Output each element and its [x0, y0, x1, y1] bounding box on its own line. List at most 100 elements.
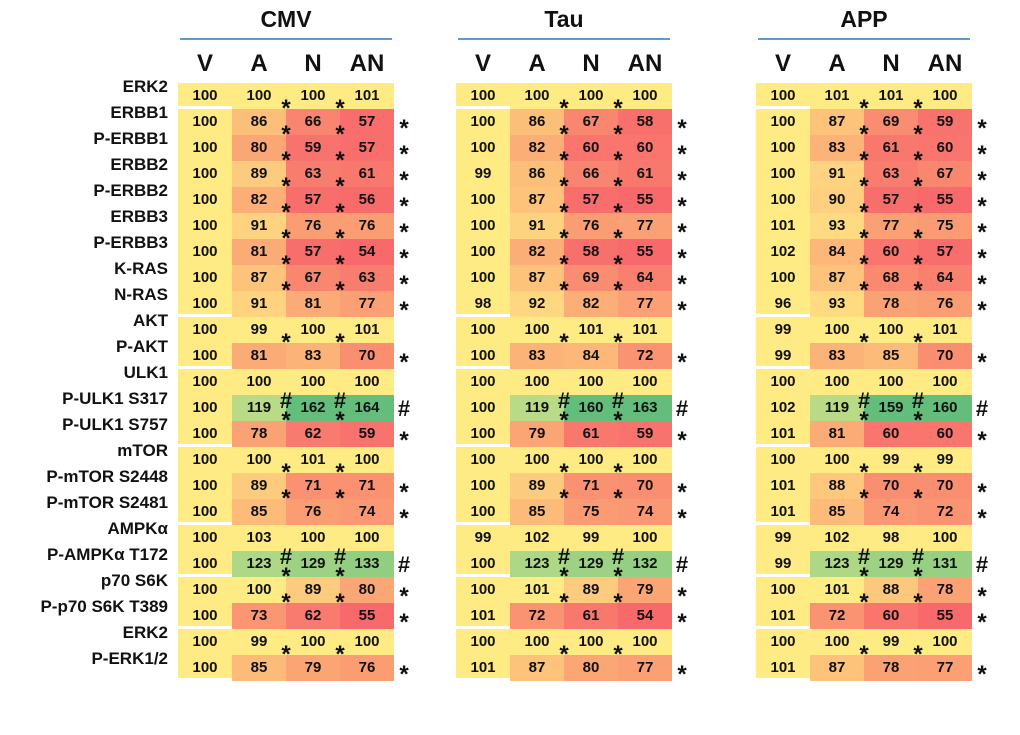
- heatmap-cell: 62: [286, 603, 340, 629]
- group-title: APP: [840, 6, 888, 32]
- hash-marker: #: [397, 552, 411, 577]
- group-rule: [458, 38, 670, 40]
- heatmap-cell: 100: [192, 425, 218, 442]
- heatmap-cell: 80: [564, 655, 618, 681]
- heatmap-cell: 70: [340, 343, 394, 369]
- asterisk-marker: *: [559, 641, 569, 668]
- asterisk-marker: *: [913, 95, 923, 122]
- heatmap-cell: 100: [564, 369, 618, 395]
- heatmap-cell: 72: [510, 603, 564, 629]
- heatmap-cell: 129: [864, 551, 918, 577]
- heatmap-cell: 100: [618, 369, 672, 395]
- asterisk-marker: *: [677, 661, 687, 688]
- asterisk-marker: *: [559, 459, 569, 486]
- heatmap-cell: 101: [770, 607, 796, 624]
- row-label: P-AMPKα T172: [47, 545, 168, 564]
- heatmap-cell: 99: [564, 525, 618, 551]
- heatmap-cell: 64: [618, 265, 672, 291]
- heatmap-cell: 100: [918, 629, 972, 655]
- asterisk-marker: *: [913, 225, 923, 252]
- asterisk-marker: *: [281, 641, 291, 668]
- row-label: P-ULK1 S317: [62, 389, 168, 408]
- asterisk-marker: *: [399, 271, 409, 298]
- asterisk-marker: *: [859, 407, 869, 434]
- row-label: P-ERBB2: [93, 181, 168, 200]
- heatmap-cell: 69: [564, 265, 618, 291]
- asterisk-marker: *: [335, 277, 345, 304]
- heatmap-cell: 89: [232, 473, 286, 499]
- asterisk-marker: *: [913, 199, 923, 226]
- heatmap-cell: 100: [470, 269, 496, 286]
- asterisk-marker: *: [677, 219, 687, 246]
- heatmap-cell: 87: [810, 655, 864, 681]
- hash-marker: #: [857, 388, 871, 413]
- asterisk-marker: *: [977, 115, 987, 142]
- heatmap-cell: 57: [340, 135, 394, 161]
- heatmap-cell: 100: [810, 317, 864, 343]
- heatmap-cell: 100: [470, 321, 496, 338]
- heatmap-cell: 57: [286, 187, 340, 213]
- heatmap-cell: 82: [564, 291, 618, 317]
- heatmap-cell: 100: [564, 83, 618, 109]
- heatmap-cell: 100: [192, 113, 218, 130]
- heatmap-cell: 100: [470, 373, 496, 390]
- asterisk-marker: *: [913, 121, 923, 148]
- asterisk-marker: *: [677, 271, 687, 298]
- heatmap-cell: 100: [618, 447, 672, 473]
- heatmap-cell: 76: [286, 213, 340, 239]
- heatmap-cell: 60: [618, 135, 672, 161]
- asterisk-marker: *: [913, 147, 923, 174]
- heatmap-cell: 100: [918, 83, 972, 109]
- asterisk-marker: *: [677, 245, 687, 272]
- row-label: AKT: [133, 311, 168, 330]
- asterisk-marker: *: [399, 193, 409, 220]
- heatmap-cell: 63: [286, 161, 340, 187]
- heatmap-cell: 100: [232, 447, 286, 473]
- row-label: P-ERK1/2: [91, 649, 168, 668]
- heatmap-cell: 100: [470, 451, 496, 468]
- asterisk-marker: *: [913, 589, 923, 616]
- heatmap-cell: 100: [232, 83, 286, 109]
- asterisk-marker: *: [613, 225, 623, 252]
- heatmap-cell: 67: [286, 265, 340, 291]
- asterisk-marker: *: [399, 479, 409, 506]
- asterisk-marker: *: [335, 459, 345, 486]
- heatmap-cell: 119: [232, 395, 286, 421]
- asterisk-marker: *: [859, 329, 869, 356]
- heatmap-cell: 60: [918, 135, 972, 161]
- asterisk-marker: *: [613, 563, 623, 590]
- heatmap-cell: 91: [232, 291, 286, 317]
- column-header: AN: [627, 50, 663, 77]
- group-rule: [758, 38, 970, 40]
- asterisk-marker: *: [559, 121, 569, 148]
- asterisk-marker: *: [677, 297, 687, 324]
- asterisk-marker: *: [559, 251, 569, 278]
- heatmap-cell: 102: [510, 525, 564, 551]
- asterisk-marker: *: [859, 147, 869, 174]
- row-label: P-ERBB1: [93, 129, 168, 148]
- heatmap-cell: 100: [470, 477, 496, 494]
- heatmap-cell: 91: [810, 161, 864, 187]
- asterisk-marker: *: [335, 95, 345, 122]
- heatmap-cell: 84: [564, 343, 618, 369]
- heatmap-cell: 83: [810, 343, 864, 369]
- asterisk-marker: *: [977, 141, 987, 168]
- heatmap-cell: 54: [618, 603, 672, 629]
- heatmap-cell: 81: [286, 291, 340, 317]
- row-label: ULK1: [123, 363, 168, 382]
- asterisk-marker: *: [613, 95, 623, 122]
- heatmap-cell: 99: [474, 165, 492, 182]
- heatmap-cell: 74: [618, 499, 672, 525]
- heatmap-cell: 77: [918, 655, 972, 681]
- heatmap-cell: 60: [864, 421, 918, 447]
- asterisk-marker: *: [559, 407, 569, 434]
- asterisk-marker: *: [613, 485, 623, 512]
- column-header: V: [474, 50, 491, 77]
- asterisk-marker: *: [559, 173, 569, 200]
- asterisk-marker: *: [859, 251, 869, 278]
- heatmap-cell: 100: [232, 577, 286, 603]
- asterisk-marker: *: [335, 641, 345, 668]
- heatmap-cell: 57: [564, 187, 618, 213]
- heatmap-cell: 100: [470, 87, 496, 104]
- heatmap-cell: 100: [192, 191, 218, 208]
